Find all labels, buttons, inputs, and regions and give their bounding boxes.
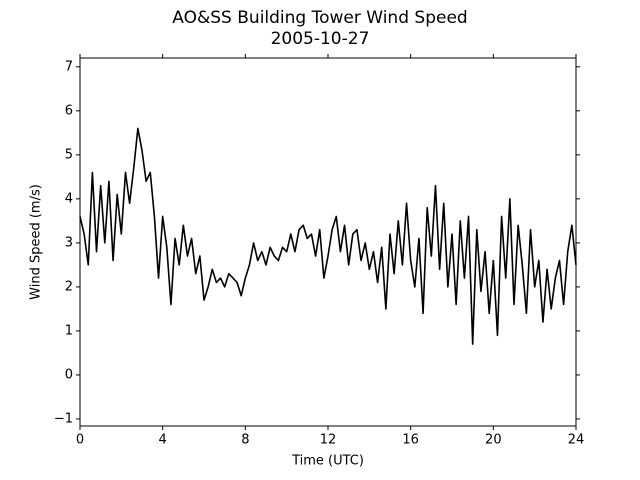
y-tick-label: 3 xyxy=(65,235,73,250)
chart-title: AO&SS Building Tower Wind Speed xyxy=(172,8,467,28)
y-tick-label: −1 xyxy=(54,411,73,426)
chart-subtitle: 2005-10-27 xyxy=(271,29,370,49)
y-tick-label: 4 xyxy=(65,191,73,206)
x-tick-label: 20 xyxy=(485,433,502,448)
y-axis-label: Wind Speed (m/s) xyxy=(29,184,44,300)
x-axis-label: Time (UTC) xyxy=(291,454,364,469)
y-tick-label: 1 xyxy=(65,323,73,338)
x-tick-label: 4 xyxy=(159,433,167,448)
y-tick-label: 5 xyxy=(65,147,73,162)
y-tick-label: 6 xyxy=(65,103,73,118)
axes-frame xyxy=(79,57,577,427)
y-tick-label: 0 xyxy=(65,367,73,382)
y-tick-label: 7 xyxy=(65,59,73,74)
data-line xyxy=(79,127,577,345)
x-tick-label: 0 xyxy=(76,433,84,448)
x-tick-label: 8 xyxy=(241,433,249,448)
y-tick-label: 2 xyxy=(65,279,73,294)
x-tick-label: 12 xyxy=(320,433,337,448)
x-tick-label: 16 xyxy=(402,433,419,448)
x-tick-label: 24 xyxy=(568,433,585,448)
